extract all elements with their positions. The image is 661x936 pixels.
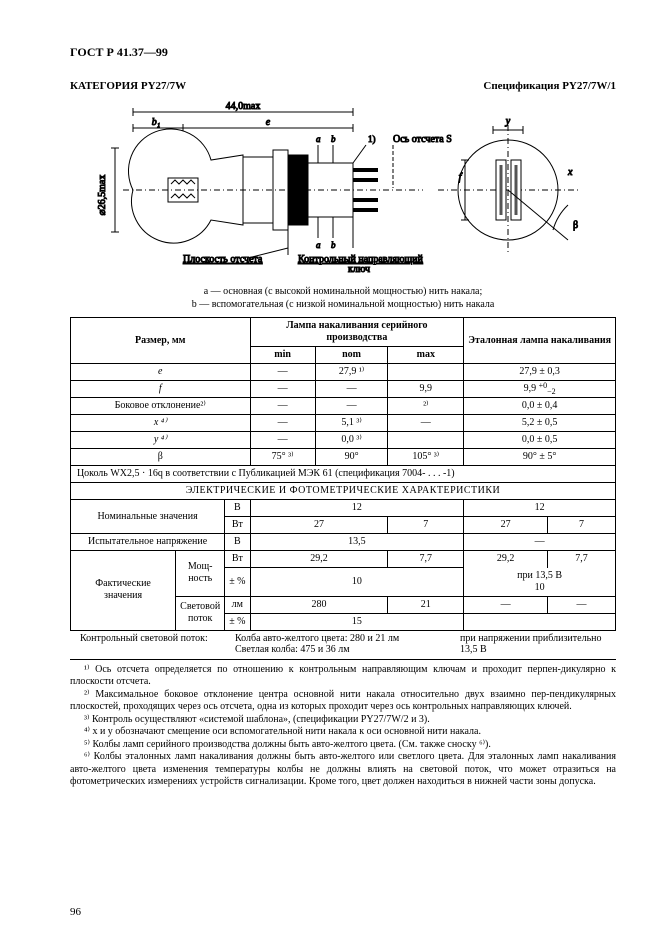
svg-text:1): 1)	[368, 134, 376, 144]
svg-text:x: x	[567, 167, 573, 178]
page-number: 96	[70, 906, 81, 918]
spec: Спецификация PY27/7W/1	[483, 80, 616, 92]
svg-text:b₁: b₁	[152, 117, 160, 128]
footnotes: ¹⁾ Ось отсчета определяется по отношению…	[70, 664, 616, 789]
svg-text:Плоскость отсчета: Плоскость отсчета	[183, 254, 263, 265]
control-flux: Контрольный световой поток: Колба авто-ж…	[70, 633, 616, 655]
ref-f: 9,9 +0−2	[464, 381, 616, 398]
svg-text:b: b	[331, 134, 336, 144]
svg-text:a: a	[316, 240, 321, 250]
svg-text:a: a	[316, 134, 321, 144]
lamp-diagram: 44,0max b₁ e ⌀26,5max	[93, 100, 593, 280]
svg-text:44,0max: 44,0max	[226, 101, 261, 112]
svg-text:Ось отсчета S: Ось отсчета S	[393, 134, 452, 145]
doc-id: ГОСТ Р 41.37—99	[70, 45, 616, 60]
svg-text:β: β	[573, 220, 578, 231]
svg-text:b: b	[331, 240, 336, 250]
svg-text:⌀26,5max: ⌀26,5max	[97, 175, 108, 216]
category: КАТЕГОРИЯ PY27/7W	[70, 80, 186, 92]
diagram-caption: а — основная (с высокой номинальной мощн…	[70, 285, 616, 311]
svg-text:e: e	[266, 117, 271, 128]
svg-text:ключ: ключ	[348, 264, 370, 275]
svg-text:y: y	[505, 116, 511, 127]
spec-table: Размер, мм Лампа накаливания серийного п…	[70, 317, 616, 631]
